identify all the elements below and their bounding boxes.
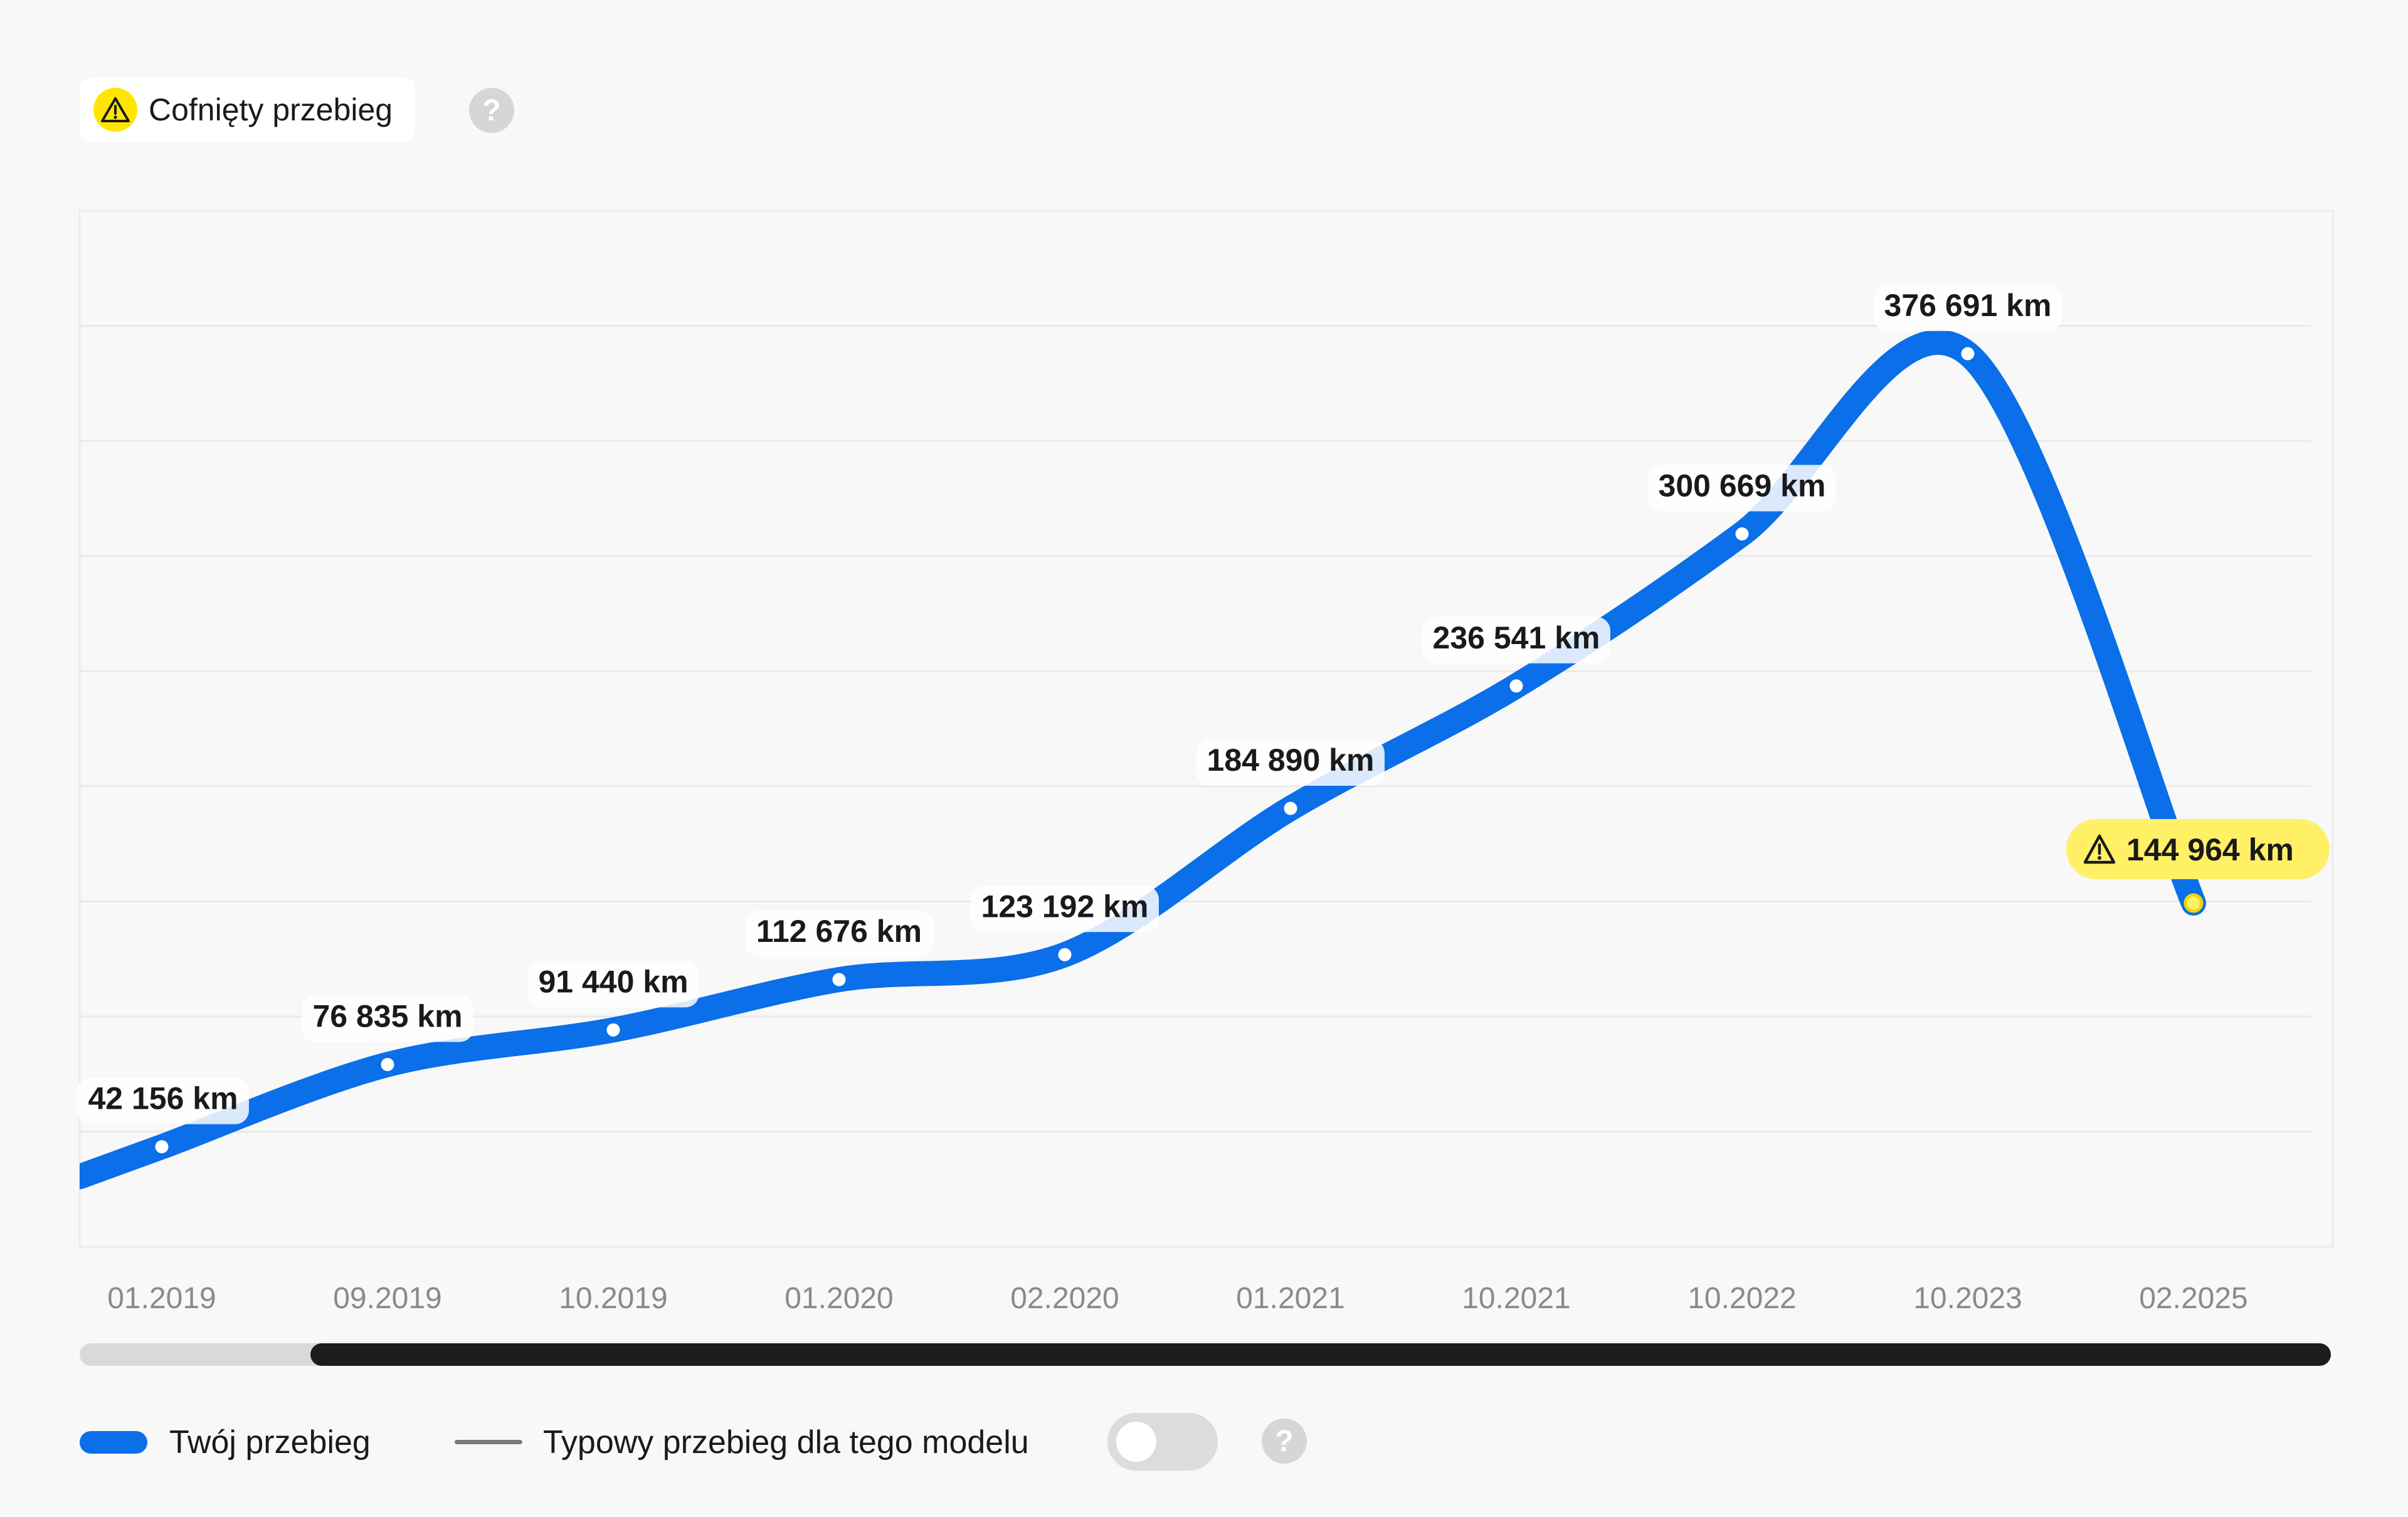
x-tick-label: 10.2023 (1913, 1282, 2022, 1315)
value-label: 123 192 km (981, 889, 1149, 924)
rolled-back-value-text: 144 964 km (2126, 832, 2294, 867)
chart-scrollbar[interactable] (80, 1343, 2331, 1366)
value-label: 42 156 km (88, 1081, 238, 1116)
x-tick-label: 09.2019 (333, 1282, 442, 1315)
x-tick-label: 10.2019 (559, 1282, 668, 1315)
data-point (1732, 524, 1752, 544)
value-label: 300 669 km (1659, 468, 1826, 503)
x-tick-label: 10.2022 (1687, 1282, 1797, 1315)
data-point (603, 1020, 623, 1040)
plot-area (78, 209, 2334, 1248)
value-label-bg (1874, 284, 2062, 331)
toggle-knob (1116, 1422, 1156, 1462)
x-tick-label: 01.2021 (1236, 1282, 1345, 1315)
data-point (1506, 676, 1526, 696)
rolled-back-label-bg (2066, 819, 2330, 879)
data-point (152, 1137, 172, 1157)
rolled-back-mileage-badge: Cofnięty przebieg (80, 77, 416, 142)
x-tick-label: 02.2025 (2139, 1282, 2248, 1315)
data-point (1281, 798, 1301, 818)
data-point (1958, 344, 1978, 364)
legend-own-mileage-swatch (80, 1431, 147, 1454)
value-label-bg (527, 961, 699, 1008)
legend-typical-mileage-swatch (455, 1440, 522, 1444)
mileage-series-line (80, 329, 2206, 1190)
badge-label: Cofnięty przebieg (149, 92, 393, 127)
value-label-bg (1196, 739, 1385, 786)
help-icon[interactable]: ? (469, 88, 514, 133)
x-tick-label: 01.2019 (107, 1282, 216, 1315)
value-label-bg (971, 885, 1159, 933)
value-label: 184 890 km (1207, 743, 1375, 778)
value-label-bg (302, 995, 473, 1042)
value-label-bg (1648, 465, 1836, 512)
value-label: 236 541 km (1433, 620, 1600, 655)
value-label-bg (1422, 616, 1610, 663)
x-tick-label: 10.2021 (1462, 1282, 1571, 1315)
x-tick-label: 02.2020 (1010, 1282, 1119, 1315)
legend-typical-mileage-label: Typowy przebieg dla tego modelu (543, 1424, 1029, 1461)
chart-scrollbar-thumb[interactable] (310, 1343, 2331, 1366)
data-point (378, 1055, 398, 1075)
data-point (2184, 893, 2204, 913)
rolled-back-value-label: 144 964 km (2066, 819, 2330, 879)
value-label-bg (77, 1077, 249, 1124)
value-label: 112 676 km (756, 914, 922, 949)
value-label: 376 691 km (1884, 288, 2052, 323)
value-label: 76 835 km (312, 999, 462, 1034)
warning-icon (93, 88, 137, 132)
x-tick-label: 01.2020 (784, 1282, 894, 1315)
value-label-bg (745, 911, 933, 958)
value-label: 91 440 km (538, 964, 688, 999)
typical-mileage-toggle[interactable] (1107, 1413, 1218, 1471)
data-point (1055, 944, 1075, 965)
data-point (829, 970, 849, 990)
warning-icon (2083, 834, 2116, 864)
legend-own-mileage-label: Twój przebieg (169, 1424, 371, 1461)
typical-mileage-help-icon[interactable]: ? (1262, 1419, 1307, 1464)
